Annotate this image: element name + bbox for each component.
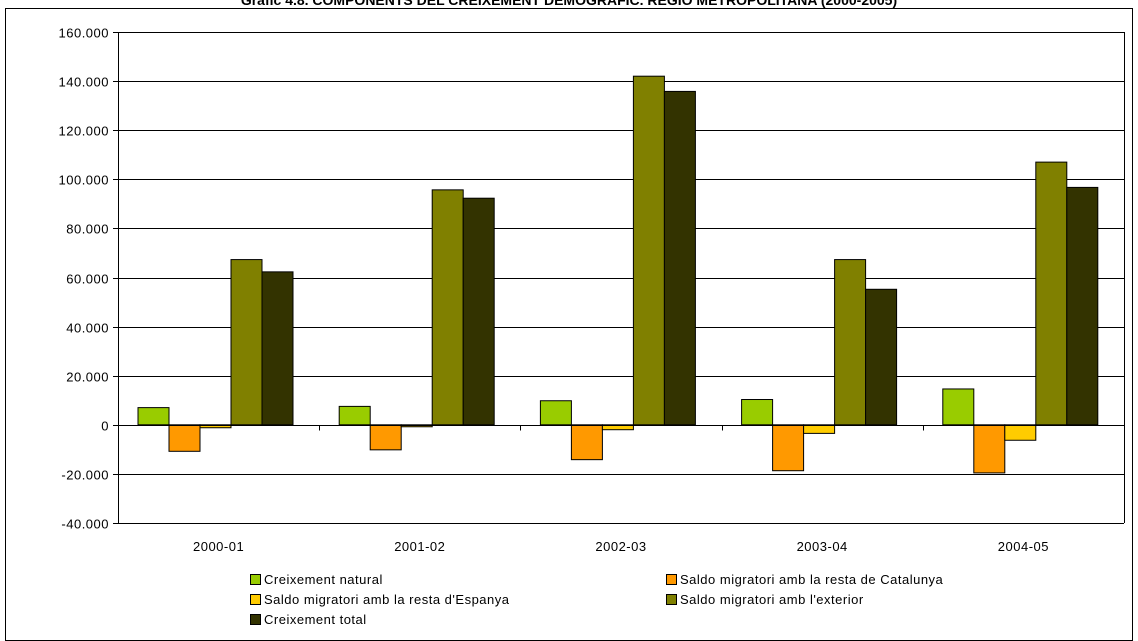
legend-item-saldo-catalunya: Saldo migratori amb la resta de Cataluny… bbox=[666, 572, 943, 587]
bar bbox=[1004, 424, 1037, 441]
y-tick-label: 0 bbox=[101, 419, 109, 434]
bar bbox=[772, 424, 805, 472]
y-tick-label: 140.000 bbox=[59, 75, 110, 90]
x-tick-label: 2001-02 bbox=[394, 539, 445, 554]
legend-item-saldo-exterior: Saldo migratori amb l'exterior bbox=[666, 592, 864, 607]
bar bbox=[338, 405, 371, 426]
bar bbox=[570, 424, 603, 461]
y-tick-label: 40.000 bbox=[66, 321, 109, 336]
legend-swatch bbox=[666, 594, 677, 605]
bar bbox=[1066, 186, 1099, 426]
bar bbox=[539, 400, 572, 426]
legend-label: Creixement natural bbox=[264, 572, 383, 587]
y-tick-label: 160.000 bbox=[59, 26, 110, 41]
y-tick-label: 120.000 bbox=[59, 124, 110, 139]
legend-label: Saldo migratori amb la resta d'Espanya bbox=[264, 592, 510, 607]
y-tick-label: 100.000 bbox=[59, 173, 110, 188]
legend-swatch bbox=[250, 594, 261, 605]
x-axis: 2000-01 2001-02 2002-03 2003-04 2004-05 bbox=[118, 425, 1125, 554]
legend-item-saldo-espanya: Saldo migratori amb la resta d'Espanya bbox=[250, 592, 509, 607]
bar bbox=[462, 197, 495, 426]
y-axis: -40.000 -20.000 0 20.000 40.000 60.000 80.000 1… bbox=[59, 26, 1125, 532]
bar bbox=[741, 399, 774, 426]
legend-label: Creixement total bbox=[264, 612, 367, 627]
legend-swatch bbox=[250, 614, 261, 625]
bar bbox=[261, 271, 294, 426]
y-tick-label: 60.000 bbox=[66, 272, 109, 287]
bar bbox=[973, 424, 1006, 474]
legend-item-creixement-total: Creixement total bbox=[250, 612, 367, 627]
bar bbox=[1035, 161, 1068, 426]
legend-swatch bbox=[250, 574, 261, 585]
bar bbox=[137, 407, 170, 426]
bar bbox=[632, 75, 665, 426]
bar bbox=[431, 189, 464, 426]
bar bbox=[865, 288, 898, 426]
y-tick-label: -40.000 bbox=[61, 517, 109, 532]
bar bbox=[942, 388, 975, 426]
x-tick-label: 2000-01 bbox=[193, 539, 244, 554]
chart-title: Gràfic 4.8. COMPONENTS DEL CREIXEMENT DE… bbox=[240, 0, 898, 8]
legend-label: Saldo migratori amb l'exterior bbox=[680, 592, 864, 607]
x-tick-label: 2003-04 bbox=[797, 539, 848, 554]
legend-label: Saldo migratori amb la resta de Cataluny… bbox=[680, 572, 944, 587]
legend-item-creixement-natural: Creixement natural bbox=[250, 572, 383, 587]
y-tick-label: 80.000 bbox=[66, 222, 109, 237]
bar bbox=[601, 424, 634, 431]
bar bbox=[168, 424, 201, 452]
bars bbox=[137, 75, 1099, 474]
legend-swatch bbox=[666, 574, 677, 585]
bar bbox=[663, 90, 696, 426]
y-tick-label: -20.000 bbox=[61, 468, 109, 483]
bar bbox=[834, 259, 867, 426]
bar bbox=[230, 259, 263, 426]
bar bbox=[199, 424, 232, 429]
bar bbox=[369, 424, 402, 451]
bar bbox=[803, 424, 836, 434]
y-tick-label: 20.000 bbox=[66, 370, 109, 385]
x-tick-label: 2002-03 bbox=[595, 539, 646, 554]
chart-frame bbox=[5, 8, 1133, 641]
x-tick-label: 2004-05 bbox=[998, 539, 1049, 554]
